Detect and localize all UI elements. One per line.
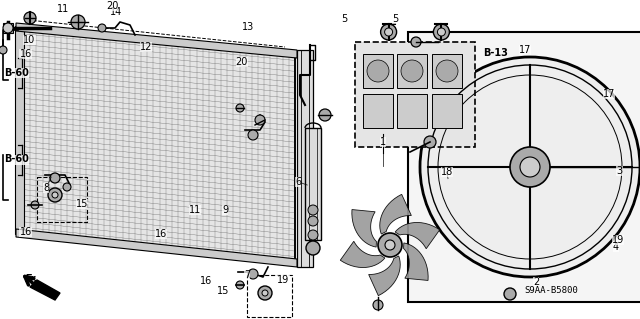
Text: 15: 15 (76, 199, 88, 209)
Circle shape (437, 28, 445, 36)
Text: 12: 12 (140, 42, 152, 52)
Text: 15: 15 (216, 286, 229, 296)
Circle shape (401, 60, 423, 82)
Text: 4: 4 (612, 242, 619, 252)
Polygon shape (380, 194, 412, 234)
Circle shape (248, 130, 258, 140)
Bar (363, 94, 393, 128)
Text: 16: 16 (155, 229, 168, 240)
Text: 5: 5 (392, 14, 399, 24)
Circle shape (0, 46, 7, 54)
Polygon shape (15, 26, 24, 234)
Text: 17: 17 (518, 45, 531, 56)
Circle shape (424, 136, 436, 148)
Circle shape (378, 233, 402, 257)
Text: 20: 20 (236, 57, 248, 67)
Polygon shape (30, 280, 60, 300)
Circle shape (504, 288, 516, 300)
Circle shape (31, 201, 39, 209)
Circle shape (520, 157, 540, 177)
Circle shape (510, 147, 550, 187)
Circle shape (248, 269, 258, 279)
Text: 16: 16 (19, 227, 32, 237)
Circle shape (385, 28, 392, 36)
Text: 1: 1 (380, 137, 386, 147)
Circle shape (63, 183, 71, 191)
Circle shape (24, 12, 36, 24)
Circle shape (48, 188, 62, 202)
Text: 11: 11 (56, 4, 69, 14)
Circle shape (367, 60, 389, 82)
Text: 19: 19 (612, 235, 625, 245)
Polygon shape (18, 28, 295, 262)
Bar (397, 94, 427, 128)
Text: 8: 8 (43, 183, 49, 193)
Text: 18: 18 (440, 167, 453, 177)
Circle shape (236, 281, 244, 289)
Text: 7: 7 (244, 270, 250, 280)
Bar (247, 275, 292, 317)
Text: 3: 3 (616, 166, 623, 176)
Circle shape (236, 104, 244, 112)
Bar (432, 54, 462, 88)
Text: 6: 6 (295, 177, 301, 187)
Bar (432, 94, 462, 128)
Circle shape (411, 37, 421, 47)
Polygon shape (352, 210, 376, 247)
Circle shape (319, 109, 331, 121)
Bar (355, 42, 475, 147)
Circle shape (98, 24, 106, 32)
Circle shape (308, 205, 318, 215)
Bar (305, 128, 321, 240)
Circle shape (255, 115, 265, 125)
Text: 14: 14 (110, 7, 123, 17)
Bar (3, 23, 13, 33)
Bar (408, 32, 640, 302)
Text: S9AA-B5800: S9AA-B5800 (525, 286, 579, 295)
Text: 16: 16 (200, 276, 212, 286)
Circle shape (385, 240, 395, 250)
Circle shape (258, 286, 272, 300)
Circle shape (436, 60, 458, 82)
Text: 5: 5 (341, 14, 348, 24)
Polygon shape (16, 229, 297, 267)
Circle shape (52, 192, 58, 198)
Polygon shape (16, 23, 297, 58)
Polygon shape (340, 241, 385, 268)
Text: 19: 19 (277, 275, 290, 285)
Text: Fr.: Fr. (24, 274, 38, 284)
Text: 9: 9 (222, 205, 228, 215)
Polygon shape (395, 222, 440, 249)
Bar (37, 177, 87, 222)
Circle shape (373, 300, 383, 310)
Polygon shape (369, 256, 400, 296)
Circle shape (381, 24, 397, 40)
Bar (363, 54, 393, 88)
Bar (397, 54, 427, 88)
Circle shape (262, 290, 268, 296)
Circle shape (3, 23, 13, 33)
Text: 10: 10 (23, 35, 36, 45)
Text: 11: 11 (189, 205, 202, 215)
Circle shape (71, 15, 85, 29)
Circle shape (433, 24, 449, 40)
Circle shape (420, 57, 640, 277)
Text: 20: 20 (106, 1, 118, 11)
Text: B-13: B-13 (483, 48, 508, 58)
Circle shape (306, 241, 320, 255)
Text: 13: 13 (242, 22, 255, 32)
Polygon shape (404, 243, 428, 280)
Text: 2: 2 (533, 277, 540, 287)
Text: 17: 17 (603, 89, 616, 99)
Circle shape (50, 173, 60, 183)
Circle shape (308, 230, 318, 240)
Text: B-60: B-60 (4, 68, 29, 78)
Text: B-60: B-60 (4, 154, 29, 165)
Circle shape (308, 216, 318, 226)
Text: 16: 16 (19, 48, 32, 59)
Bar (297, 50, 313, 267)
